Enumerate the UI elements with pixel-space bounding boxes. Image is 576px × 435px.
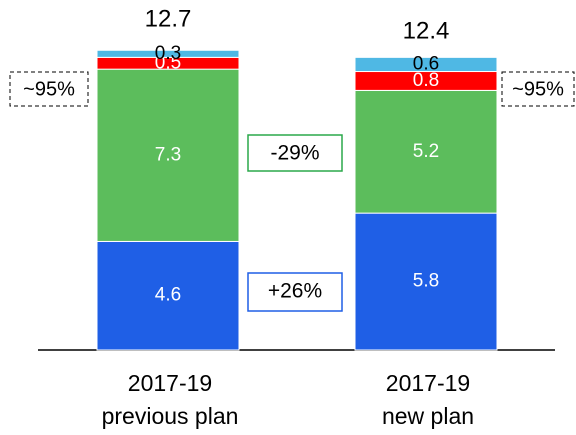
data-label: 5.2 (413, 141, 439, 162)
bar-segment (354, 56, 498, 73)
data-label: 4.6 (155, 285, 181, 306)
total-label: 12.4 (403, 18, 450, 45)
data-label: 0.6 (413, 53, 439, 74)
bar-segment (354, 89, 498, 214)
annotation: ~95% (512, 78, 564, 100)
data-label: 7.3 (155, 144, 181, 165)
total-label: 12.7 (145, 6, 192, 33)
x-tick-label: 2017-19 (386, 370, 470, 396)
bar-segment (354, 212, 498, 351)
x-tick-label: 2017-19 (128, 370, 212, 396)
annotation-box (501, 71, 575, 107)
x-tick-label: new plan (382, 403, 474, 429)
bar-segment (96, 240, 240, 351)
bar-segment (96, 68, 240, 242)
data-label: 0.3 (155, 43, 181, 64)
annotation-box (247, 134, 343, 172)
annotation-box (247, 272, 343, 312)
annotation: -29% (270, 142, 319, 165)
data-label: 5.8 (413, 271, 439, 292)
data-label: 0.8 (413, 70, 439, 91)
bar-segment (96, 49, 240, 58)
annotation-box (9, 71, 89, 107)
x-tick-label: previous plan (102, 403, 239, 429)
annotation: ~95% (23, 78, 75, 100)
annotation: +26% (268, 280, 322, 303)
